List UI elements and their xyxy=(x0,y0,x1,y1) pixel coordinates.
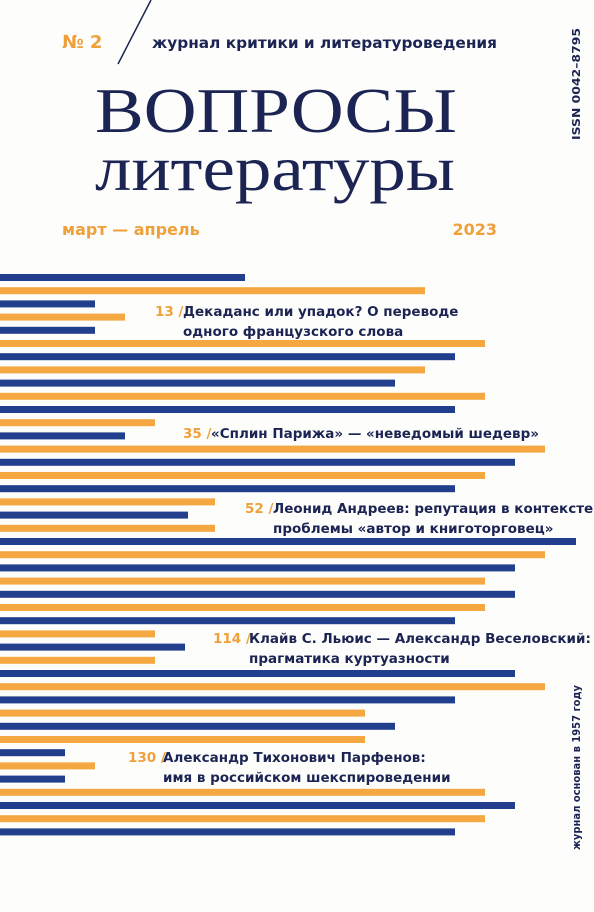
stripe xyxy=(0,788,485,796)
stripe xyxy=(0,406,455,413)
stripe xyxy=(0,749,65,757)
spine-note: журнал основан в 1957 году xyxy=(570,685,583,850)
article-title: одного французского слова xyxy=(183,324,403,340)
page-number: 52 / xyxy=(245,501,273,517)
stripe xyxy=(0,617,455,625)
stripe xyxy=(0,432,125,440)
stripe xyxy=(0,524,215,532)
stripe xyxy=(0,630,155,638)
stripe xyxy=(0,590,515,598)
stripe xyxy=(0,709,365,717)
stripe xyxy=(0,274,245,281)
stripe xyxy=(0,604,485,611)
stripe xyxy=(0,656,155,664)
stripe xyxy=(0,722,395,730)
stripe xyxy=(0,775,65,783)
stripe xyxy=(0,736,365,743)
stripe xyxy=(0,551,545,559)
stripe xyxy=(0,670,515,677)
page-number: 35 / xyxy=(183,426,211,442)
stripe xyxy=(0,696,455,704)
stripe xyxy=(0,815,485,823)
article-title: имя в российском шекспироведении xyxy=(163,770,451,786)
stripe xyxy=(0,498,215,506)
stripe xyxy=(0,300,95,308)
stripes xyxy=(0,274,576,836)
stripe xyxy=(0,472,485,479)
stripe xyxy=(0,643,185,651)
article-title: прагматика куртуазности xyxy=(249,651,450,667)
stripe xyxy=(0,366,425,374)
stripe xyxy=(0,287,425,295)
period: март — апрель xyxy=(62,220,200,239)
stripe xyxy=(0,419,155,427)
divider xyxy=(117,0,152,65)
page-number: 13 / xyxy=(155,304,183,320)
article-title: Клайв С. Льюис — Александр Веселовский: xyxy=(249,631,591,647)
stripe xyxy=(0,762,95,770)
stripe xyxy=(0,485,455,493)
stripe xyxy=(0,577,485,585)
stripe xyxy=(0,353,455,361)
article-title: проблемы «автор и книготорговец» xyxy=(273,521,553,537)
stripe xyxy=(0,564,515,572)
stripe xyxy=(0,538,576,545)
stripe xyxy=(0,392,485,400)
stripe xyxy=(0,379,395,387)
stripe xyxy=(0,326,95,334)
issn: ISSN 0042–8795 xyxy=(570,28,583,140)
year: 2023 xyxy=(452,220,497,239)
stripe xyxy=(0,313,125,321)
stripe xyxy=(0,802,515,809)
article-title: «Сплин Парижа» — «неведомый шедевр» xyxy=(211,426,539,442)
subtitle: журнал критики и литературоведения xyxy=(152,34,497,52)
stripe xyxy=(0,340,485,347)
issue: № 2 xyxy=(62,32,102,53)
article-title: Декаданс или упадок? О переводе xyxy=(183,304,458,320)
contents: 13 /Декаданс или упадок? О переводе одног… xyxy=(128,304,593,786)
stripe xyxy=(0,828,455,836)
page-number: 130 / xyxy=(128,750,166,766)
stripe xyxy=(0,445,545,453)
article-title: Александр Тихонович Парфенов: xyxy=(163,750,426,766)
stripe xyxy=(0,458,515,466)
title-line1: ВОПРОСЫ xyxy=(95,75,457,146)
article-title: Леонид Андреев: репутация в контексте xyxy=(273,501,593,517)
page-number: 114 / xyxy=(213,631,251,647)
title-line2: литературы xyxy=(95,133,455,204)
stripe xyxy=(0,683,545,691)
stripe xyxy=(0,511,188,519)
